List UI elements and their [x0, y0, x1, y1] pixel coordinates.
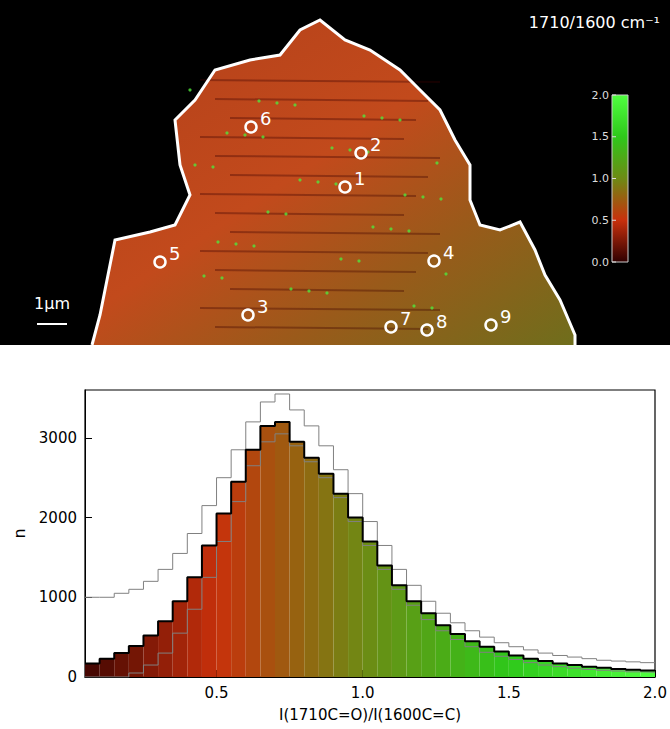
svg-text:8: 8 — [436, 311, 447, 332]
svg-text:4: 4 — [443, 242, 454, 263]
svg-text:1.5: 1.5 — [592, 130, 610, 143]
svg-text:1µm: 1µm — [34, 294, 70, 313]
svg-text:2.0: 2.0 — [643, 684, 667, 702]
svg-text:1.0: 1.0 — [592, 172, 610, 185]
svg-text:0.5: 0.5 — [205, 684, 229, 702]
svg-text:0.0: 0.0 — [592, 256, 610, 269]
svg-text:I(1710C=O)/I(1600C=C): I(1710C=O)/I(1600C=C) — [279, 706, 461, 724]
svg-text:9: 9 — [500, 306, 511, 327]
svg-text:1.0: 1.0 — [351, 684, 375, 702]
svg-text:1000: 1000 — [39, 588, 77, 606]
svg-text:6: 6 — [260, 108, 271, 129]
svg-text:3: 3 — [257, 296, 268, 317]
svg-text:3000: 3000 — [39, 429, 77, 447]
svg-text:5: 5 — [169, 243, 180, 264]
svg-text:2000: 2000 — [39, 509, 77, 527]
svg-text:7: 7 — [400, 308, 411, 329]
svg-text:1.5: 1.5 — [497, 684, 521, 702]
svg-text:1: 1 — [354, 168, 365, 189]
svg-text:0.5: 0.5 — [592, 214, 610, 227]
svg-text:0: 0 — [67, 668, 77, 686]
svg-text:2.0: 2.0 — [592, 89, 610, 102]
svg-text:n: n — [10, 528, 29, 538]
svg-text:2: 2 — [370, 134, 381, 155]
svg-text:1710/1600 cm⁻¹: 1710/1600 cm⁻¹ — [529, 13, 660, 32]
